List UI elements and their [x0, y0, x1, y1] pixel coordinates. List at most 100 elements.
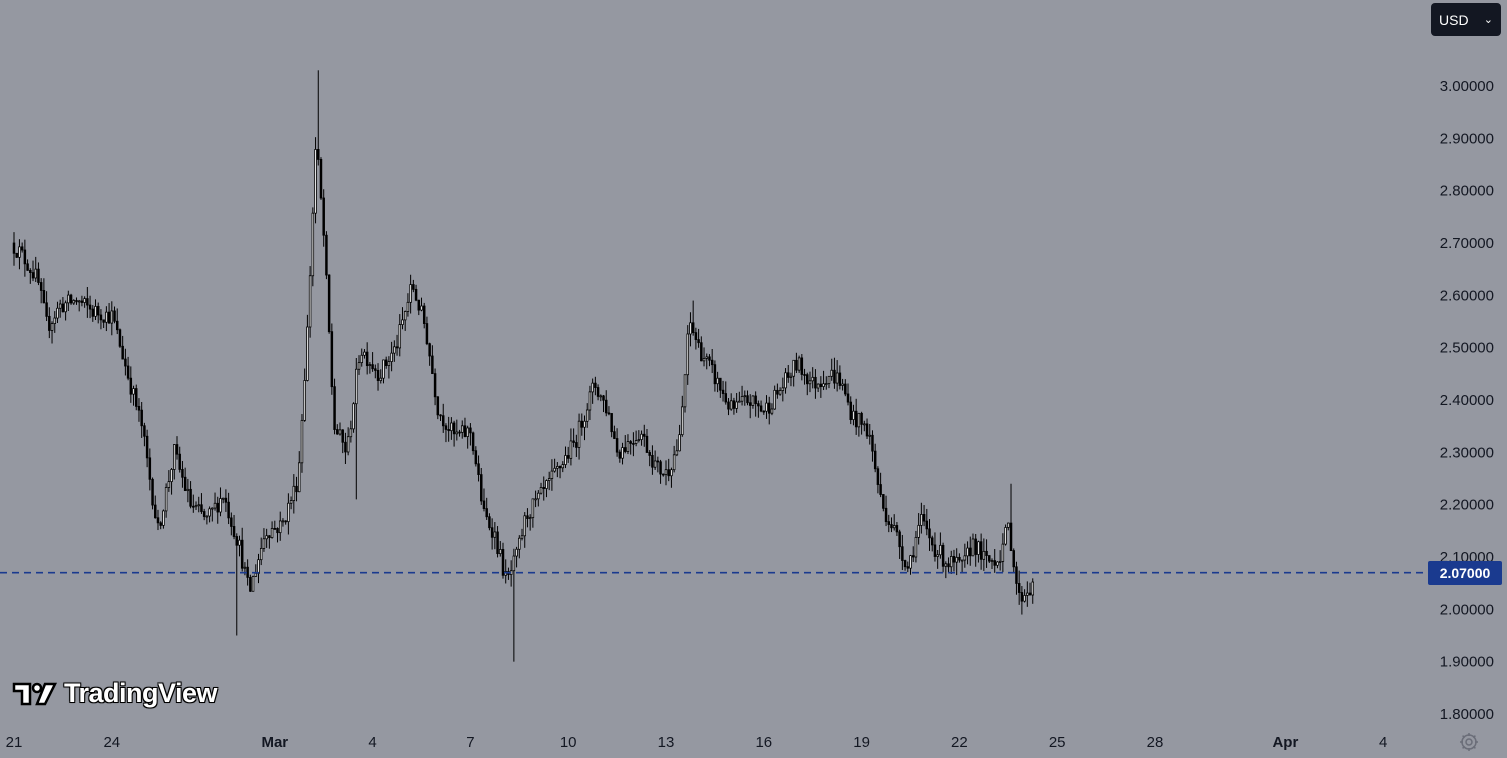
currency-selector-button[interactable]: USD ⌄ [1431, 3, 1501, 36]
candle-body [534, 498, 537, 501]
currency-label: USD [1439, 11, 1469, 28]
candle-body [31, 272, 35, 279]
candle-body [99, 314, 103, 321]
candle-body [808, 380, 812, 385]
candle-body [183, 476, 187, 492]
candle-body [186, 488, 190, 492]
candle-body [784, 372, 787, 389]
candle-body [284, 520, 287, 523]
candle-body [333, 386, 336, 430]
y-axis-tick-label: 2.50000 [1440, 340, 1494, 357]
candle-body [482, 500, 486, 509]
candle-body [526, 515, 529, 519]
candle-body [577, 420, 581, 448]
candle-body [776, 389, 779, 395]
candle-body [906, 566, 910, 569]
candle-body [561, 464, 565, 469]
candle-body [653, 460, 657, 468]
candle-body [194, 505, 198, 508]
candle-body [974, 538, 977, 555]
candle-body [314, 149, 317, 214]
candle-body [67, 294, 70, 304]
candle-body [939, 544, 942, 556]
candle-body [705, 356, 708, 359]
candle-body [691, 322, 695, 334]
candle-body [531, 498, 535, 519]
tradingview-logo[interactable]: TradingView [12, 678, 218, 709]
candle-body [645, 435, 649, 453]
gear-icon[interactable] [1458, 731, 1480, 753]
y-axis-tick-label: 1.90000 [1440, 654, 1494, 671]
candle-body [80, 300, 84, 303]
candle-body [414, 288, 418, 301]
candle-body [1012, 550, 1015, 568]
candle-body [664, 469, 668, 475]
candle-body [401, 319, 404, 326]
candle-body [219, 498, 222, 513]
candle-body [795, 359, 798, 371]
candle-body [637, 439, 641, 441]
candle-body [852, 410, 855, 420]
candle-body [265, 535, 268, 540]
candle-body [566, 455, 570, 459]
candle-body [887, 521, 891, 525]
candle-body [428, 343, 431, 357]
candle-body [955, 556, 958, 563]
chevron-down-icon: ⌄ [1483, 14, 1493, 26]
candle-body [632, 442, 635, 445]
candle-body [431, 355, 434, 375]
candle-body [971, 538, 975, 557]
candle-body [1031, 581, 1034, 596]
candle-body [825, 383, 828, 385]
candle-body [151, 478, 154, 506]
candle-body [105, 311, 108, 323]
candle-body [797, 357, 801, 371]
candle-body [422, 305, 426, 324]
candle-body [903, 560, 907, 568]
candle-body [15, 252, 18, 258]
candle-body [433, 373, 437, 398]
candle-body [170, 469, 173, 483]
candle-body [547, 478, 551, 481]
candle-body [496, 531, 499, 555]
candle-body [895, 525, 899, 533]
candle-body [572, 440, 575, 443]
candle-body [1009, 522, 1013, 552]
candle-body [167, 481, 171, 488]
candle-body [515, 548, 518, 557]
candle-body [928, 528, 931, 539]
candle-body [985, 550, 988, 556]
candle-body [759, 405, 763, 412]
candle-body [64, 302, 67, 313]
candle-body [221, 497, 225, 500]
candle-body [925, 520, 929, 530]
candle-body [528, 517, 532, 520]
candle-body [156, 517, 160, 524]
candle-body [213, 502, 217, 509]
x-axis-tick-label: 24 [103, 734, 120, 751]
candle-body [735, 401, 738, 409]
candle-body [292, 485, 296, 501]
candle-body [45, 302, 48, 317]
candle-body [118, 329, 122, 347]
candle-body [884, 507, 888, 523]
candle-body [325, 234, 328, 276]
candle-body [710, 359, 714, 366]
candle-body [833, 369, 836, 384]
candle-body [643, 433, 646, 437]
x-axis-tick-label: 7 [466, 734, 474, 751]
candle-body [963, 555, 967, 561]
candle-body [387, 361, 391, 367]
candle-body [933, 544, 937, 557]
candle-body [137, 405, 141, 411]
candle-body [920, 514, 923, 526]
candle-body [930, 537, 934, 546]
candle-body [901, 546, 904, 561]
candle-body [365, 351, 369, 367]
candle-body [240, 539, 244, 569]
candle-body [69, 294, 73, 304]
candle-body [471, 432, 475, 452]
candle-body [382, 359, 385, 379]
